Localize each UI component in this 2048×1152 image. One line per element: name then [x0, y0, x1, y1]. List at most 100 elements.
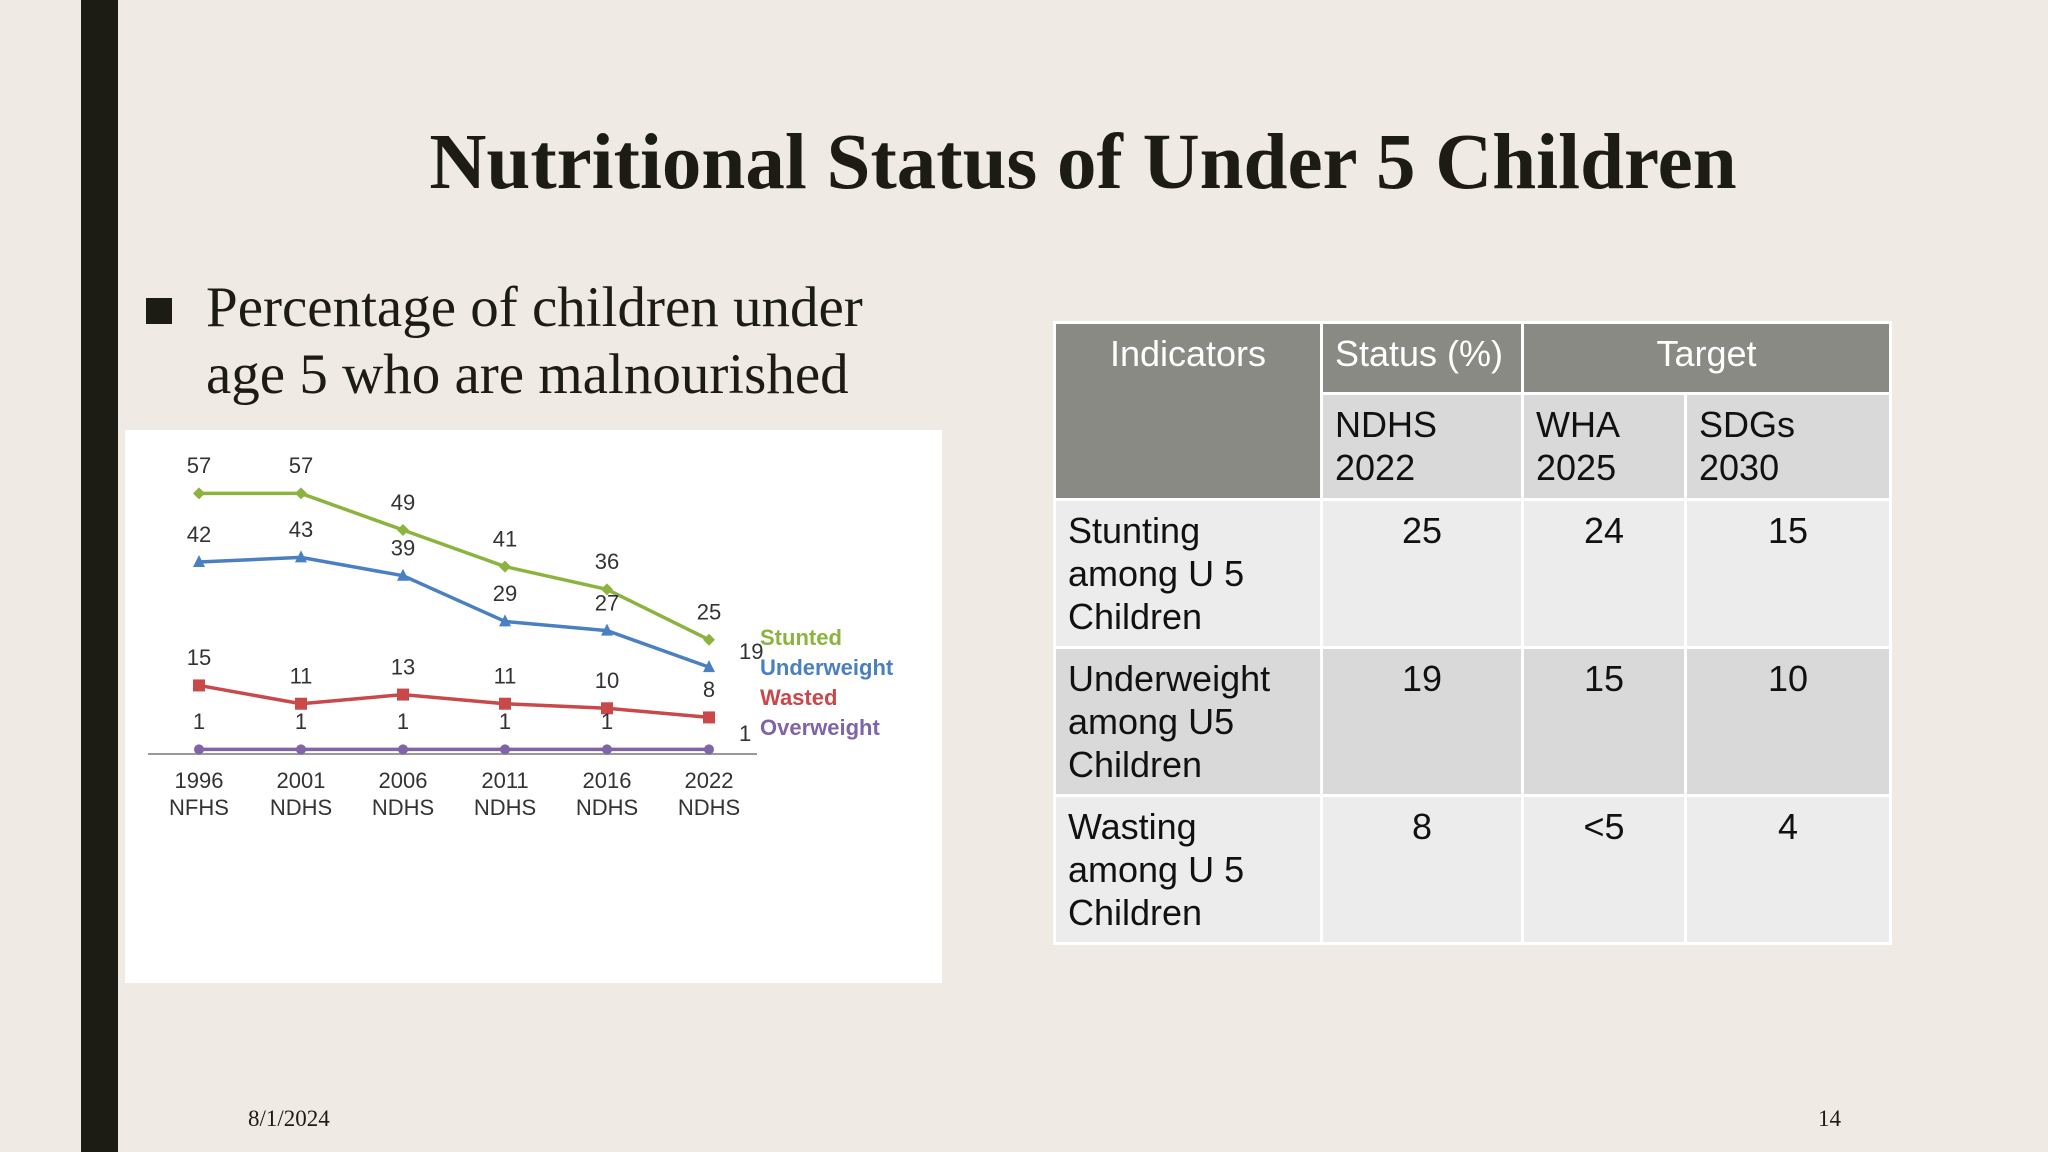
legend-entry: Overweight — [760, 715, 880, 740]
table-value: 10 — [1684, 646, 1892, 797]
x-tick-label: 2016 NDHS — [576, 768, 638, 820]
x-tick-label-line: 2006 — [379, 768, 428, 793]
x-tick-label: 2006 NDHS — [372, 768, 434, 820]
marker — [703, 711, 715, 724]
side-bar — [81, 0, 118, 1152]
marker — [193, 555, 205, 567]
data-label: 57 — [289, 453, 313, 478]
marker — [704, 744, 714, 755]
x-tick-label-line: 2022 — [685, 768, 734, 793]
table-subheader: WHA 2025 — [1521, 392, 1687, 501]
bullet-marker — [146, 298, 172, 324]
data-label: 11 — [494, 664, 517, 689]
x-tick-label: 2011 NDHS — [474, 768, 536, 820]
data-label: 8 — [703, 677, 715, 702]
data-label: 1 — [499, 709, 511, 734]
x-tick-label-line: 2001 — [277, 768, 326, 793]
marker — [499, 614, 511, 627]
marker — [295, 697, 307, 710]
x-tick-label-line: 2016 — [583, 768, 632, 793]
marker — [398, 744, 408, 755]
table-value: 8 — [1320, 794, 1524, 945]
data-label: 57 — [187, 453, 211, 478]
marker — [601, 583, 613, 596]
table-header: Status (%) — [1320, 321, 1524, 395]
marker — [397, 524, 409, 536]
table-value: 15 — [1521, 646, 1687, 797]
marker — [602, 744, 612, 755]
table-value: 15 — [1684, 498, 1892, 649]
footer-date: 8/1/2024 — [248, 1106, 330, 1131]
data-label: 42 — [187, 522, 211, 547]
marker — [703, 660, 715, 673]
marker — [296, 744, 306, 755]
marker — [295, 550, 307, 563]
slide-title: Nutritional Status of Under 5 Children — [429, 119, 1737, 206]
marker — [601, 623, 613, 636]
data-label: 1 — [397, 709, 409, 734]
marker — [703, 633, 715, 646]
data-label: 10 — [595, 668, 619, 693]
table-indicator: Stunting among U 5 Children — [1053, 498, 1323, 649]
data-label: 11 — [290, 664, 313, 689]
marker — [499, 697, 511, 710]
table-value: 19 — [1320, 646, 1524, 797]
data-label: 1 — [193, 709, 205, 734]
legend-entry: Stunted — [760, 625, 842, 650]
x-tick-label-line: 2011 — [481, 768, 528, 793]
data-label: 43 — [289, 517, 313, 542]
marker — [397, 688, 409, 701]
marker — [601, 702, 613, 715]
marker — [295, 487, 307, 500]
table-indicator: Wasting among U 5 Children — [1053, 794, 1323, 945]
marker — [500, 744, 510, 755]
table-indicator: Underweight among U5 Children — [1053, 646, 1323, 797]
indicator-table: Indicators Status (%) Target NDHS 2022 W… — [1053, 321, 1892, 945]
table-value: <5 — [1521, 794, 1687, 945]
table-value: 25 — [1320, 498, 1524, 649]
data-label: 29 — [493, 581, 517, 606]
marker — [193, 487, 205, 500]
data-label: 39 — [391, 536, 415, 561]
x-tick-label: 1996 NFHS — [169, 768, 229, 820]
x-tick-label: 2001 NDHS — [270, 768, 332, 820]
data-label: 25 — [697, 600, 721, 625]
table-header: Indicators — [1053, 321, 1323, 501]
page-number: 14 — [1818, 1106, 1841, 1131]
table-header: Target — [1521, 321, 1892, 395]
data-label: 1 — [601, 709, 613, 734]
marker — [194, 744, 204, 755]
series-line — [198, 555, 710, 669]
data-label: 13 — [391, 654, 415, 679]
x-tick-label-line: NDHS — [372, 795, 434, 820]
data-label: 1 — [295, 709, 307, 734]
series-line — [198, 683, 710, 720]
x-tick-label-line: NDHS — [270, 795, 332, 820]
x-tick-label-line: 1996 — [175, 768, 224, 793]
table-subheader: SDGs 2030 — [1684, 392, 1892, 501]
legend-entry: Wasted — [760, 685, 837, 710]
data-label: 49 — [391, 490, 415, 515]
data-label: 41 — [493, 526, 517, 551]
bullet-text: Percentage of children under age 5 who a… — [206, 276, 863, 406]
x-tick-label-line: NDHS — [576, 795, 638, 820]
x-tick-label: 2022 NDHS — [678, 768, 740, 820]
x-tick-label-line: NFHS — [169, 795, 229, 820]
table-value: 24 — [1521, 498, 1687, 649]
data-label: 15 — [187, 645, 211, 670]
marker — [193, 679, 205, 692]
table-value: 4 — [1684, 794, 1892, 945]
marker — [397, 568, 409, 581]
data-label: 27 — [595, 590, 619, 615]
legend-entry: Underweight — [760, 655, 894, 680]
data-label: 1 — [739, 721, 751, 746]
data-label: 36 — [595, 549, 619, 574]
x-tick-label-line: NDHS — [678, 795, 740, 820]
data-label: 19 — [739, 639, 763, 664]
x-tick-label-line: NDHS — [474, 795, 536, 820]
series-line — [199, 491, 710, 642]
table-subheader: NDHS 2022 — [1320, 392, 1524, 501]
marker — [499, 560, 511, 573]
